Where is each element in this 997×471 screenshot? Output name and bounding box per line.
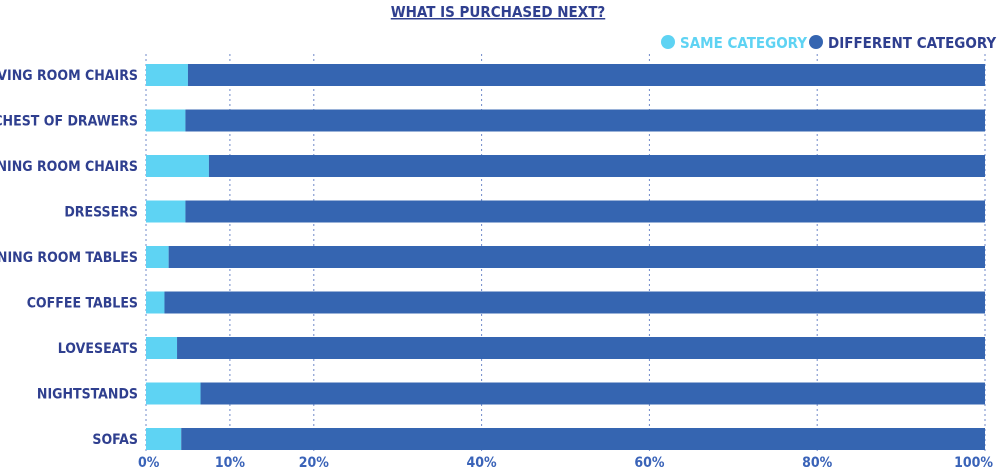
x-tick-label: 80% [802,455,833,471]
bar-segment [146,382,201,405]
legend-swatch [809,35,823,49]
x-tick-label: 100% [954,455,993,471]
category-labels: LIVING ROOM CHAIRS CHEST OF DRAWERS DINING… [0,68,138,448]
legend-label: DIFFERENT CATEGORY [828,34,996,52]
bar-segment [185,200,986,223]
legend-item: SAME CATEGORY [661,34,807,52]
bar-segment [208,155,986,177]
category-label: SOFAS [92,432,138,448]
category-label: DRESSERS [64,205,138,221]
bar-segment [187,64,985,86]
category-label: LOVESEATS [58,341,138,357]
category-label: NIGHTSTANDS [37,387,138,403]
bar-segment [146,291,165,314]
bar-segment [146,428,182,450]
bar-segment [146,200,186,223]
bar-segment [200,382,985,405]
category-label: COFFEE TABLES [27,296,138,312]
bar-segment [181,428,985,450]
legend-swatch [661,35,675,49]
bar-segment [168,246,985,268]
bar-segment [164,291,985,314]
bar-segment [177,337,986,359]
bar-segment [185,109,986,132]
category-label: DINING ROOM TABLES [0,250,138,266]
x-tick-label: 40% [467,455,498,471]
bar-segment [146,246,169,268]
bar-segment [146,337,178,359]
bar-segment [146,64,188,86]
x-tick-label: 10% [215,455,246,471]
bar-segment [146,109,186,132]
legend-item: DIFFERENT CATEGORY [809,34,996,52]
category-label: DINING ROOM CHAIRS [0,159,138,175]
category-label: CHEST OF DRAWERS [0,114,138,130]
category-label: LIVING ROOM CHAIRS [0,68,138,84]
x-tick-label: 20% [299,455,330,471]
x-axis-ticks: 0% 10% 20% 40% 60% 80% 100% [138,455,993,471]
legend-label: SAME CATEGORY [680,34,807,52]
legend: SAME CATEGORY DIFFERENT CATEGORY [661,34,996,52]
bars [146,64,986,450]
chart-title: WHAT IS PURCHASED NEXT? [391,3,605,21]
x-tick-label: 60% [634,455,665,471]
bar-segment [146,155,209,177]
x-tick-label: 0% [138,455,160,471]
